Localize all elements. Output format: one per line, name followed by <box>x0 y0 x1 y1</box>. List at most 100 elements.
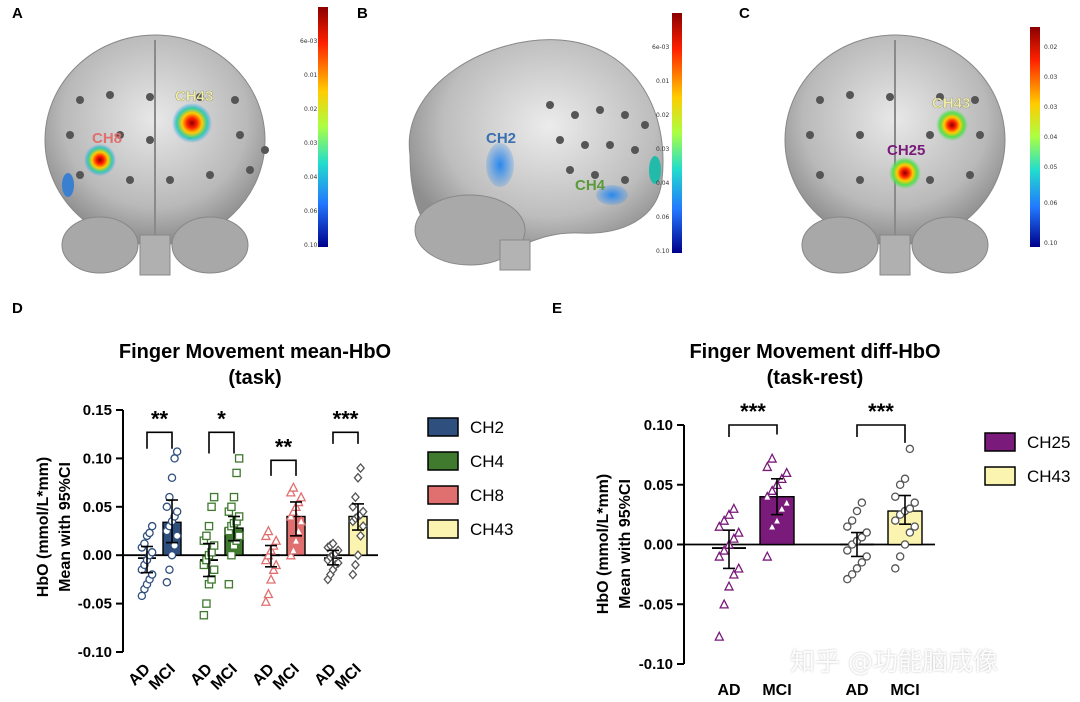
panel-letter-d: D <box>12 300 23 317</box>
chart-e-point-ch43-mci <box>900 540 910 549</box>
chart-d-cat-label-mci: MCI <box>208 661 241 694</box>
chart-d-point-ch4-ad <box>202 599 211 608</box>
chart-e-point-ch25-mci <box>776 503 787 513</box>
chart-e-legend-label-ch43: CH43 <box>1027 467 1070 486</box>
chart-d-sig-label-ch4: * <box>217 406 226 431</box>
svg-text:0.03: 0.03 <box>656 146 670 153</box>
brain-a-label-ch43: CH43 <box>175 88 213 105</box>
chart-d-point-ch43-mci <box>353 550 363 561</box>
chart-e-point-ch25-mci <box>767 452 778 463</box>
colorbar-c-ticks: 0.02 0.03 0.03 0.04 0.05 0.06 0.10 <box>1044 44 1058 247</box>
chart-d-point-ch2-mci <box>162 578 172 587</box>
chart-d-ylabel2: Mean with 95%CI <box>57 462 74 592</box>
chart-d-point-ch2-ad <box>147 521 157 531</box>
chart-e-sig-bracket-ch25 <box>728 424 778 437</box>
chart-d-point-ch43-mci <box>348 569 358 580</box>
chart-e-point-ch25-mci <box>762 491 773 501</box>
svg-text:0.03: 0.03 <box>1044 74 1058 81</box>
chart-e-point-ch25-ad <box>728 503 739 513</box>
chart-d-point-ch4-ad <box>209 492 219 502</box>
chart-e-point-ch25-mci <box>781 497 792 507</box>
chart-d-point-ch2-ad <box>145 528 154 538</box>
chart-d-sig-label-ch8: ** <box>275 434 293 459</box>
chart-d-point-ch4-ad <box>209 565 219 574</box>
chart-e-point-ch43-mci <box>891 516 900 525</box>
chart-d-point-ch2-mci <box>162 502 172 512</box>
chart-e-point-ch43-ad <box>843 522 852 531</box>
chart-e-title: Finger Movement diff-HbO <box>689 341 940 363</box>
chart-e-point-ch25-mci <box>767 485 778 495</box>
chart-d-point-ch4-ad <box>204 521 214 531</box>
svg-text:0.10: 0.10 <box>656 248 670 255</box>
chart-d-point-ch2-mci <box>170 454 179 463</box>
chart-d: 0.150.100.050.00-0.05-0.10**ADMCICH2*ADM… <box>78 402 514 694</box>
chart-d-cat-label-mci: MCI <box>270 661 303 694</box>
brain-c-label-ch43: CH43 <box>932 95 970 112</box>
chart-e-sig-bracket-ch43 <box>856 424 906 443</box>
svg-text:0.06: 0.06 <box>656 214 670 221</box>
chart-d-point-ch8-mci <box>285 510 296 521</box>
chart-e-point-ch43-ad <box>843 574 852 584</box>
chart-e-ylabel2: Mean with 95%CI <box>617 479 634 609</box>
chart-d-legend-label-ch43: CH43 <box>470 520 513 539</box>
svg-text:0.04: 0.04 <box>1044 134 1058 141</box>
svg-text:0.04: 0.04 <box>656 180 670 187</box>
chart-e-point-ch25-ad <box>719 544 730 555</box>
chart-d-cat-label-mci: MCI <box>146 661 179 694</box>
chart-d-point-ch2-mci <box>172 507 182 516</box>
colorbar-b <box>672 13 682 253</box>
chart-d-sig-bracket-ch8 <box>270 459 297 476</box>
chart-d-point-ch4-mci <box>229 492 239 502</box>
chart-e-point-ch43-ad <box>847 516 857 525</box>
chart-d-point-ch43-mci <box>358 506 368 517</box>
chart-d-point-ch2-ad <box>137 591 147 601</box>
chart-d-point-ch43-mci <box>356 530 366 541</box>
chart-d-point-ch4-ad <box>209 541 219 550</box>
chart-d-point-ch2-ad <box>147 548 157 557</box>
chart-d-point-ch4-mci <box>232 468 241 478</box>
chart-e-point-ch43-mci <box>905 528 915 537</box>
svg-text:0.05: 0.05 <box>1044 164 1058 171</box>
svg-text:0.01: 0.01 <box>656 78 670 85</box>
chart-e-cat-label-ad: AD <box>845 682 868 699</box>
chart-e-point-ch25-ad <box>733 562 744 573</box>
chart-d-point-ch43-ad <box>333 557 343 569</box>
chart-e-cat-label-ad: AD <box>717 682 740 699</box>
chart-d-ytick-label: 0.15 <box>83 402 112 419</box>
chart-d-ytick-label: 0.10 <box>83 450 112 467</box>
chart-d-point-ch43-mci <box>348 501 358 512</box>
chart-d-sig-bracket-ch43 <box>332 431 359 444</box>
chart-e-point-ch25-ad <box>733 526 744 537</box>
chart-d-legend-label-ch4: CH4 <box>470 452 504 471</box>
chart-d-cat-label-mci: MCI <box>332 661 365 694</box>
chart-d-point-ch2-mci <box>167 550 177 560</box>
chart-e-point-ch25-mci <box>762 550 773 561</box>
chart-d-legend-swatch-ch8 <box>427 485 459 505</box>
panel-letter-c: C <box>739 5 750 22</box>
chart-e-point-ch43-ad <box>857 558 867 567</box>
chart-e-ytick-label: 0.00 <box>644 537 673 554</box>
chart-e-point-ch25-ad <box>714 520 725 531</box>
svg-text:0.03: 0.03 <box>1044 104 1058 111</box>
chart-d-point-ch8-ad <box>265 573 277 584</box>
chart-d-point-ch2-mci <box>172 447 182 456</box>
svg-text:0.01: 0.01 <box>304 72 318 79</box>
chart-e-point-ch43-mci <box>895 480 905 489</box>
chart-e: 0.10 0.05 0.00 -0.05 -0.10 *** AD MCI CH25 *** AD M… <box>639 399 1071 699</box>
svg-text:0.10: 0.10 <box>304 242 318 249</box>
colorbar-a <box>318 7 328 247</box>
chart-e-point-ch43-ad <box>852 564 862 573</box>
chart-d-point-ch43-mci <box>356 462 366 474</box>
chart-d-point-ch8-mci <box>285 486 296 497</box>
chart-d-sig-label-ch2: ** <box>151 406 169 431</box>
chart-d-point-ch8-ad <box>260 596 271 606</box>
brain-a-label-ch8: CH8 <box>92 130 122 147</box>
chart-e-point-ch43-mci <box>891 564 900 573</box>
chart-e-point-ch43-ad <box>862 528 871 537</box>
chart-d-point-ch4-ad <box>202 531 211 541</box>
chart-e-ytick-label: -0.05 <box>639 596 673 613</box>
chart-e-legend-label-ch25: CH25 <box>1027 433 1070 452</box>
chart-e-point-ch43-ad <box>852 506 862 516</box>
brain-c-label-ch25: CH25 <box>887 142 925 159</box>
brain-b-label-ch2: CH2 <box>486 130 516 147</box>
